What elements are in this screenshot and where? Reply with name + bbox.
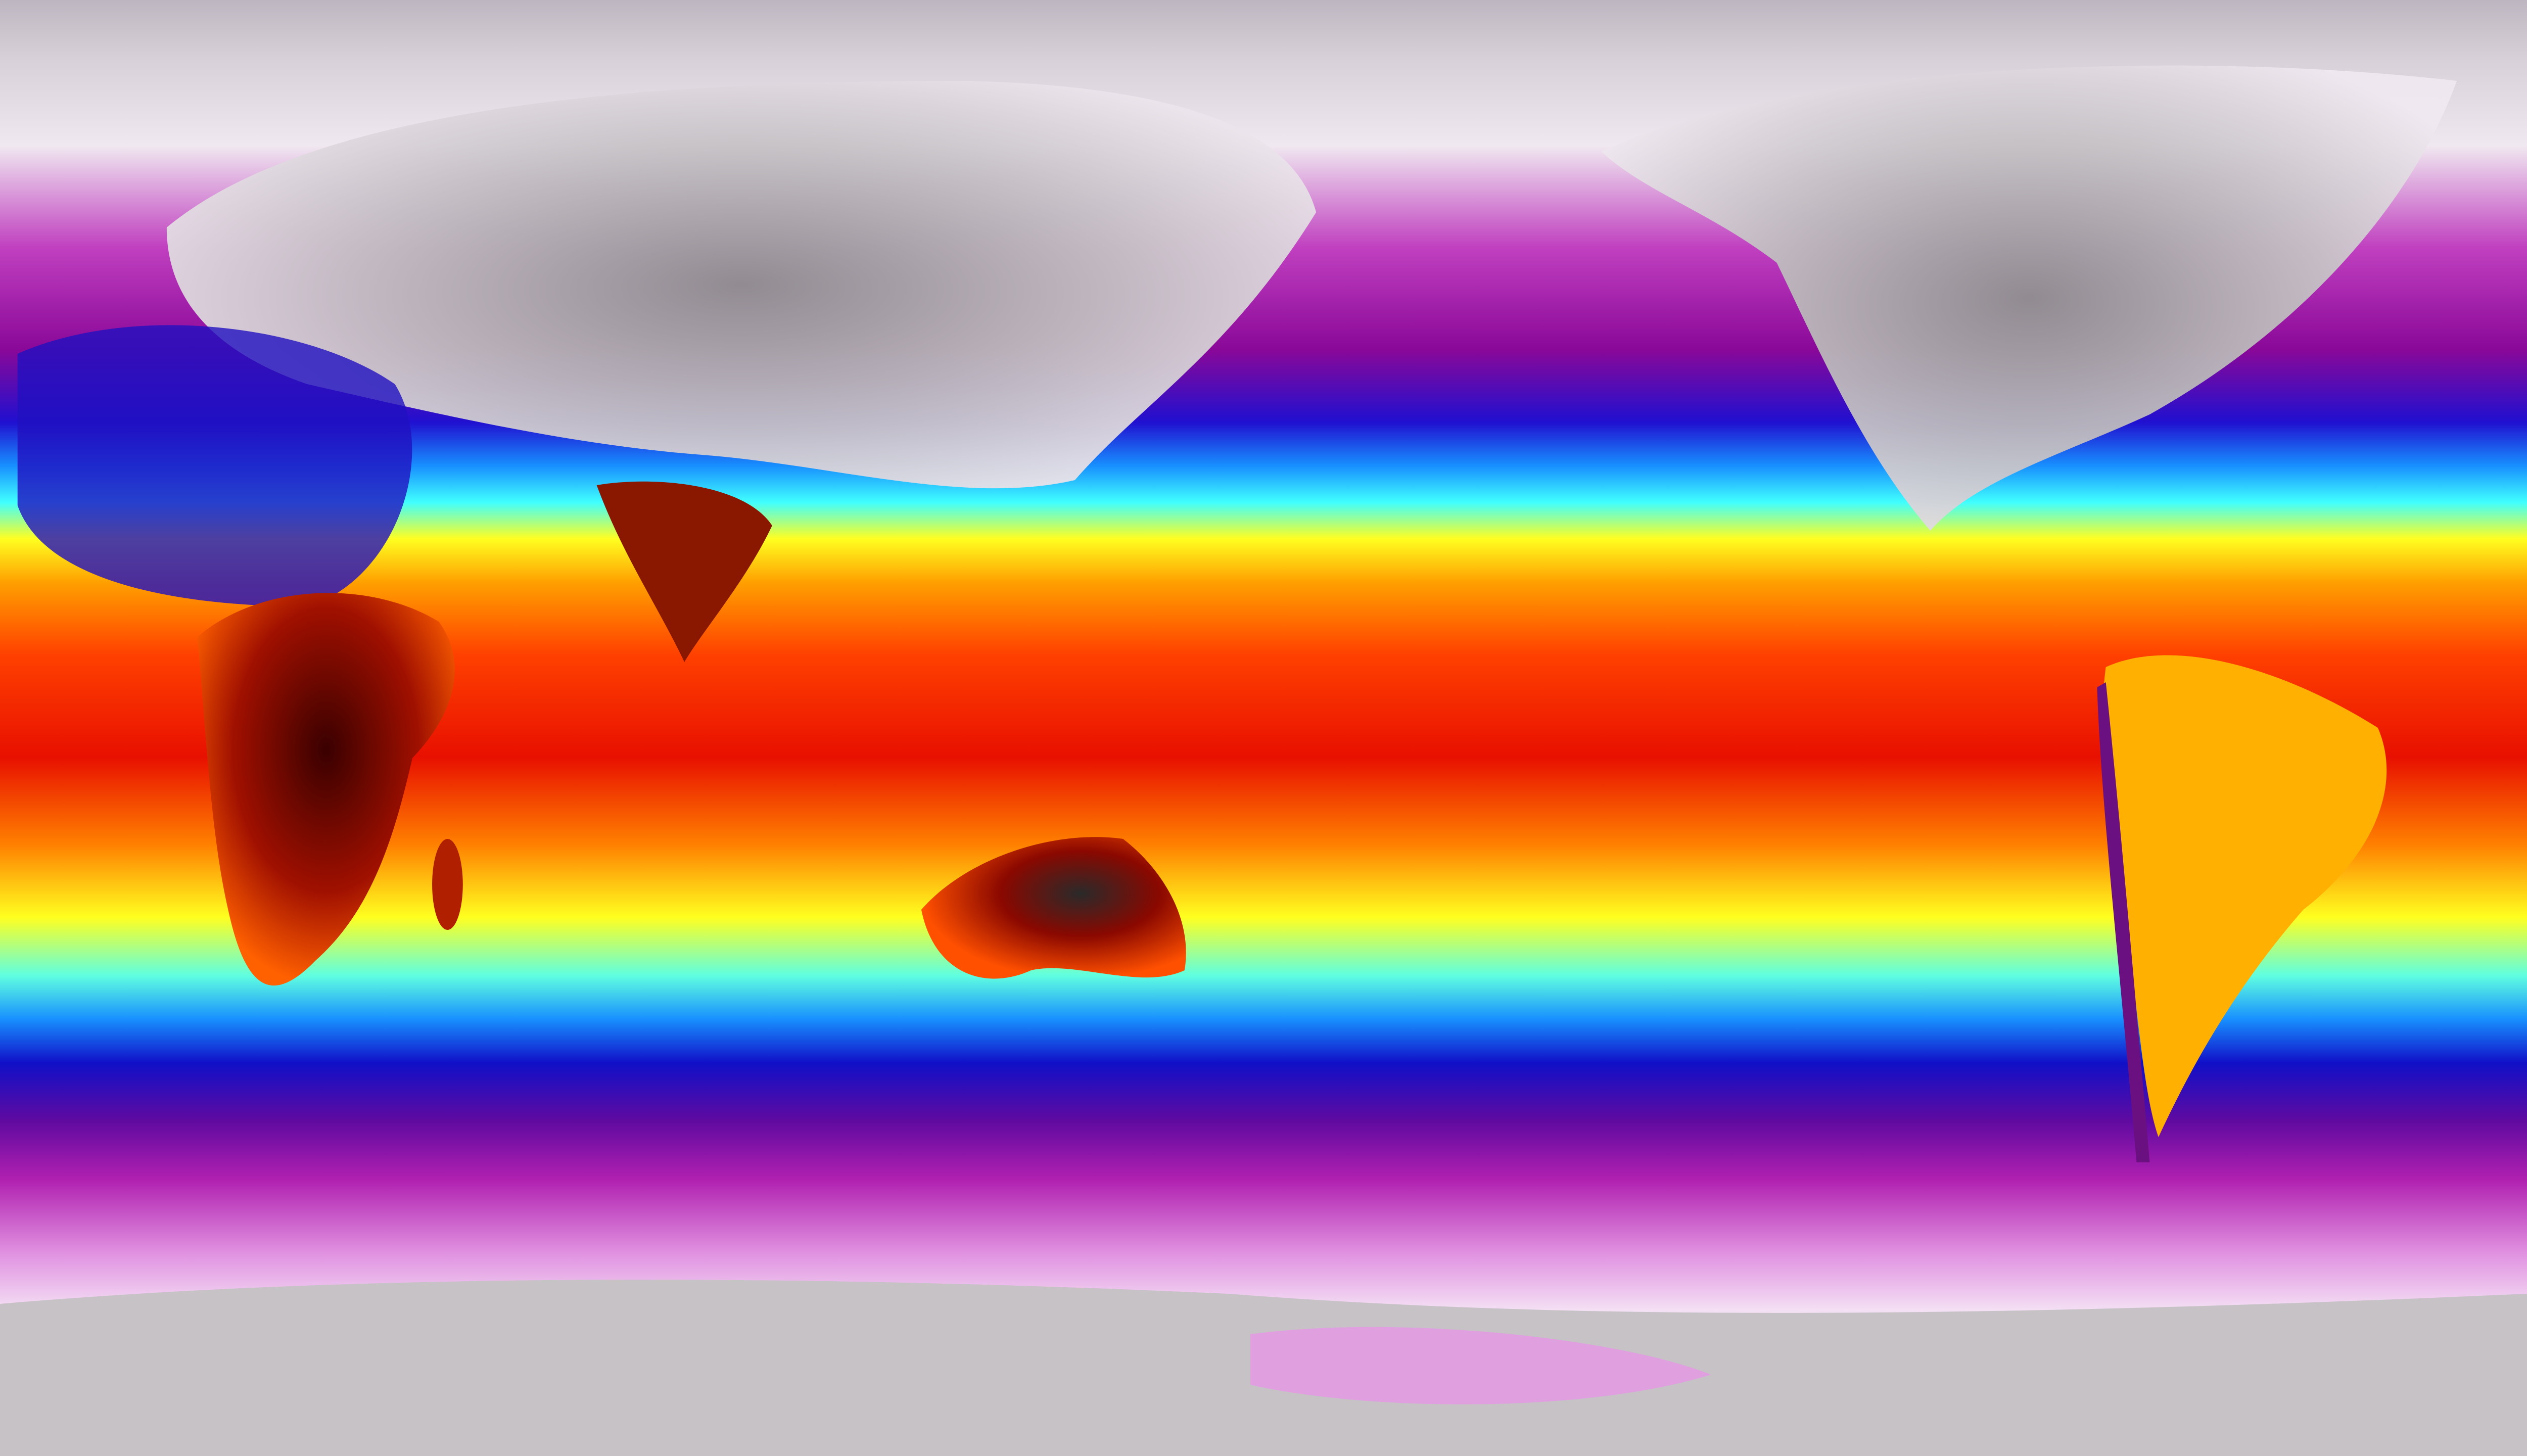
south-america [2102,655,2387,1137]
madagascar [432,839,463,930]
north-america-landmass [1601,65,2457,531]
eurasia-landmass [166,81,1317,489]
australia [921,837,1186,979]
india [596,481,772,662]
africa [197,593,455,986]
antarctic-ice-shelf [1250,1327,1711,1404]
europe-north-africa [17,325,412,606]
andes [2097,682,2150,1162]
